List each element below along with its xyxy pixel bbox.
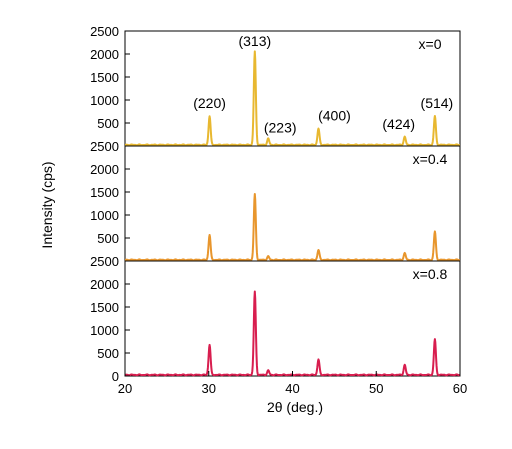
peak-point [317, 358, 320, 361]
panel-2: 500 1000 1500 2000 2500 x=0.4 [90, 139, 461, 262]
peak-point [434, 115, 436, 117]
panels-group: 500 1000 1500 2000 2500 x=0 (220) (313) (223) (40… [90, 24, 461, 384]
y-tick-label: 2500 [90, 24, 119, 39]
peak-point [208, 343, 211, 346]
peak-point [254, 291, 256, 293]
peak-point [254, 193, 256, 196]
x-axis-title: 2θ (deg.) [267, 399, 323, 415]
peak-point [254, 50, 256, 53]
miller-index-label: (514) [421, 95, 454, 111]
series-line [124, 193, 461, 262]
y-tick-label: 1500 [90, 185, 119, 200]
panel-label: x=0.4 [413, 151, 448, 167]
x-tick-label: 40 [285, 381, 299, 396]
x-tick-label: 20 [118, 381, 132, 396]
x-axis: 20 30 40 50 60 [118, 371, 467, 396]
miller-index-label: (220) [193, 95, 226, 111]
peak-point [208, 233, 211, 236]
y-tick-label: 1500 [90, 70, 119, 85]
peak-point [403, 364, 406, 366]
peak-point [434, 338, 436, 341]
x-tick-label: 50 [369, 381, 383, 396]
y-tick-label: 2000 [90, 47, 119, 62]
y-tick-label: 500 [97, 231, 119, 246]
peak-point [403, 136, 406, 138]
miller-index-label: (400) [318, 108, 351, 124]
peak-point [267, 255, 270, 258]
series-line [124, 290, 461, 377]
y-tick-label: 500 [97, 116, 119, 131]
panel-label: x=0.8 [413, 266, 448, 282]
miller-index-label: (223) [264, 120, 297, 136]
peak-point [208, 115, 211, 117]
x-tick-label: 60 [453, 381, 467, 396]
y-tick-label: 0 [112, 369, 119, 384]
y-tick-label: 2000 [90, 277, 119, 292]
peak-point [317, 127, 320, 130]
y-tick-label: 1000 [90, 208, 119, 223]
panel-label: x=0 [419, 36, 442, 52]
peak-point [403, 252, 406, 254]
y-tick-label: 2500 [90, 254, 119, 269]
miller-index-label: (313) [238, 33, 271, 49]
panel-3: 0 500 1000 1500 2000 2500 x=0.8 [90, 254, 461, 384]
y-tick-label: 500 [97, 346, 119, 361]
panel-1: 500 1000 1500 2000 2500 x=0 (220) (313) (223) (40… [90, 24, 461, 147]
y-tick-label: 2000 [90, 162, 119, 177]
y-tick-label: 2500 [90, 139, 119, 154]
x-tick-label: 30 [202, 381, 216, 396]
y-tick-label: 1000 [90, 323, 119, 338]
panel-frame [124, 145, 461, 262]
y-tick-label: 1500 [90, 300, 119, 315]
panel-frame [124, 260, 461, 377]
peak-point [434, 230, 436, 233]
peak-point [317, 249, 320, 251]
y-tick-label: 1000 [90, 93, 119, 108]
peak-point [267, 369, 270, 372]
series-line [124, 50, 461, 147]
peak-point [267, 137, 270, 140]
y-axis-title: Intensity (cps) [39, 161, 55, 248]
miller-index-label: (424) [382, 116, 415, 132]
